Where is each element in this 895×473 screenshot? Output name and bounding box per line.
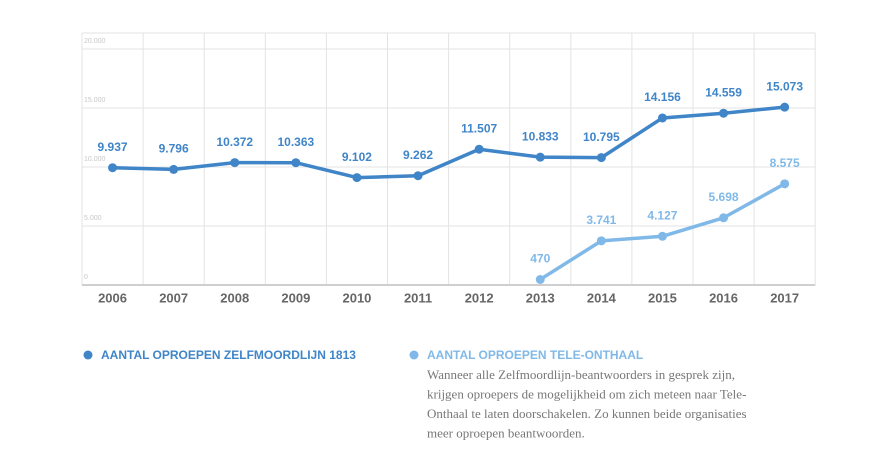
x-tick-label: 2013: [526, 290, 555, 305]
data-label: 5.698: [709, 190, 739, 204]
x-tick-label: 2007: [159, 290, 188, 305]
note-line: meer oproepen beantwoorden.: [427, 425, 585, 440]
data-label: 9.937: [98, 140, 128, 154]
y-tick-label: 20.000: [84, 38, 106, 45]
y-tick-label: 15.000: [84, 97, 106, 104]
data-label: 11.507: [461, 121, 497, 135]
data-point: [230, 158, 240, 168]
series-line: [112, 105, 785, 180]
data-point: [535, 274, 545, 284]
x-tick-label: 2012: [465, 290, 494, 305]
x-tick-label: 2017: [770, 290, 799, 305]
data-point: [780, 179, 790, 189]
data-label: 9.796: [159, 142, 189, 156]
data-point: [535, 152, 545, 162]
data-point: [780, 102, 790, 112]
x-tick-label: 2010: [342, 290, 371, 305]
note-line: krijgen oproepers de mogelijkheid om zic…: [427, 386, 746, 401]
x-tick-label: 2016: [709, 290, 738, 305]
data-label: 14.156: [644, 90, 681, 104]
x-tick-label: 2006: [98, 290, 127, 305]
data-point: [719, 213, 729, 223]
data-point: [169, 164, 179, 174]
note-line: Onthaal te laten doorschakelen. Zo kunne…: [427, 406, 747, 421]
data-label: 9.262: [403, 148, 433, 162]
data-point: [719, 108, 729, 118]
data-point: [413, 171, 423, 181]
y-tick-label: 0: [84, 274, 88, 281]
legend-marker: [409, 350, 419, 360]
y-tick-label: 10.000: [84, 156, 106, 163]
data-point: [657, 231, 667, 241]
data-point: [352, 173, 362, 183]
legend-label: AANTAL OPROEPEN TELE-ONTHAAL: [427, 348, 643, 362]
legend-marker: [83, 350, 93, 360]
x-tick-label: 2015: [648, 290, 677, 305]
data-point: [474, 144, 484, 154]
data-point: [108, 163, 118, 173]
series-line: [539, 182, 786, 281]
data-label: 15.073: [766, 79, 803, 93]
data-label: 470: [530, 252, 550, 266]
x-tick-label: 2011: [404, 290, 432, 305]
note-line: Wanneer alle Zelfmoordlijn-beantwoorders…: [427, 367, 735, 382]
data-point: [291, 158, 301, 168]
x-tick-label: 2008: [220, 290, 249, 305]
data-label: 9.102: [342, 150, 372, 164]
data-point: [596, 236, 606, 246]
data-label: 8.575: [770, 156, 800, 170]
data-point: [596, 153, 606, 163]
data-label: 3.741: [586, 213, 616, 227]
data-label: 10.795: [583, 130, 620, 144]
data-label: 10.833: [522, 129, 559, 143]
x-tick-label: 2009: [281, 290, 310, 305]
y-tick-label: 5.000: [84, 215, 102, 222]
data-label: 10.363: [277, 135, 314, 149]
x-tick-label: 2014: [587, 290, 617, 305]
legend-label: AANTAL OPROEPEN ZELFMOORDLIJN 1813: [101, 348, 356, 362]
data-point: [657, 113, 667, 123]
data-label: 14.559: [705, 85, 742, 99]
data-label: 10.372: [216, 135, 253, 149]
data-label: 4.127: [647, 208, 677, 222]
